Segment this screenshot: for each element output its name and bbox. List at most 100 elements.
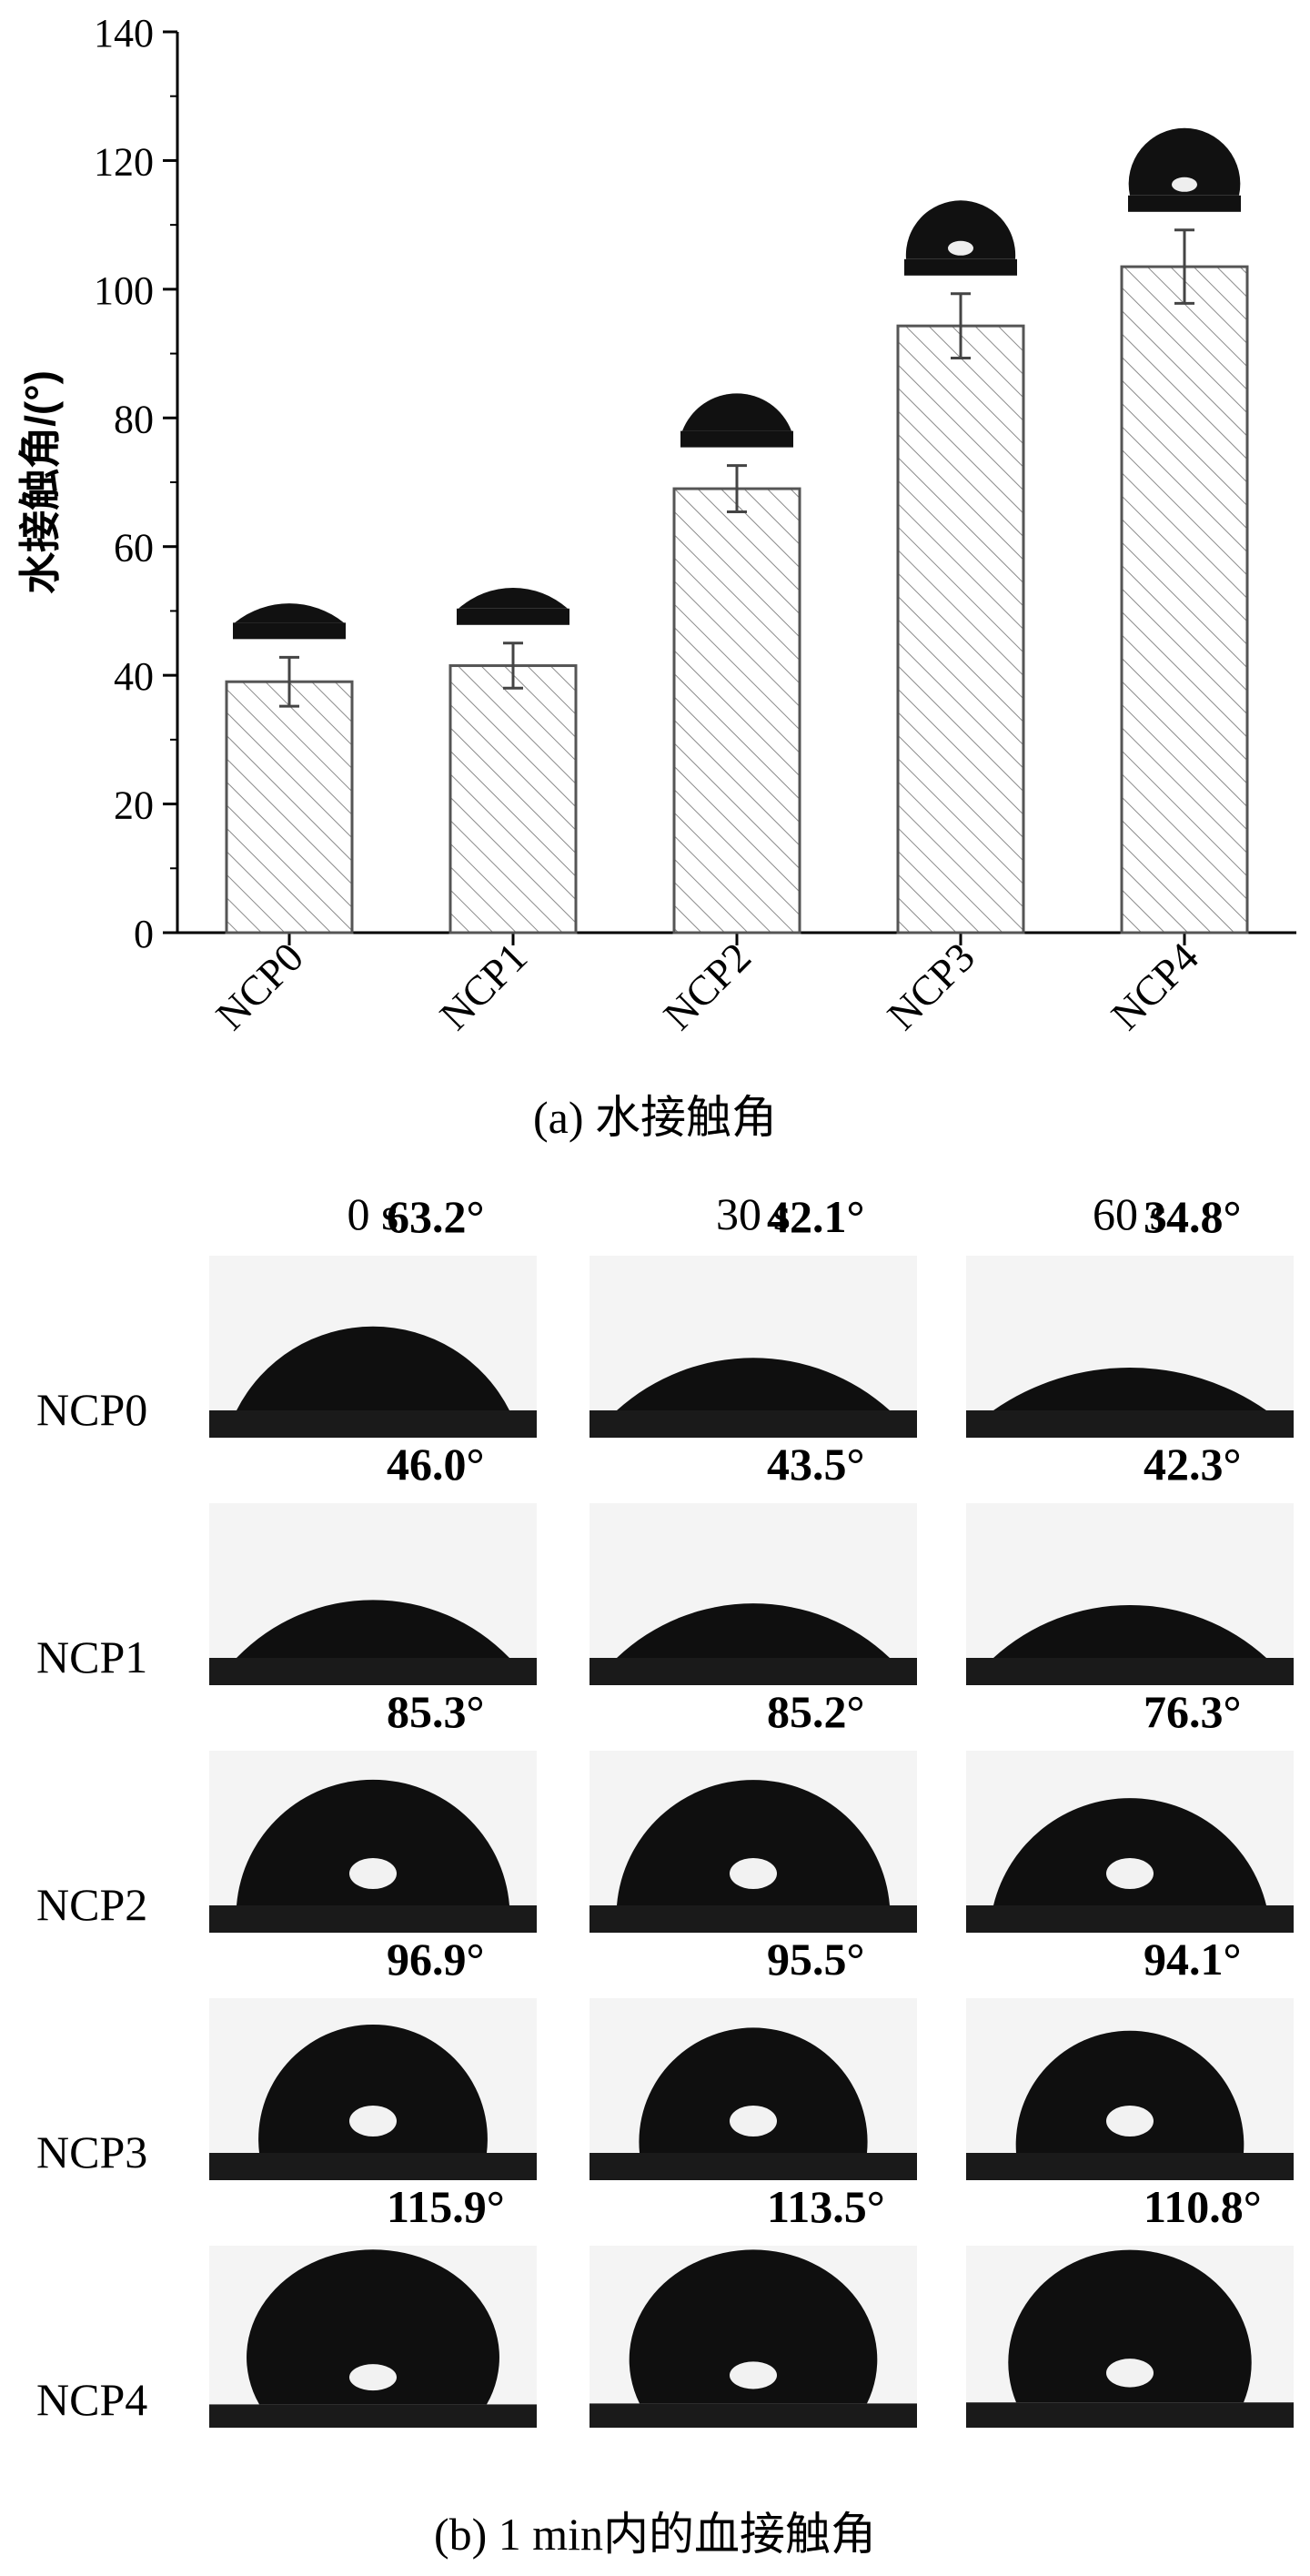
blood-droplet — [237, 1600, 509, 1658]
substrate — [590, 1410, 917, 1438]
droplet-highlight — [349, 2106, 397, 2137]
angle-label-ncp0-0: 63.2° — [387, 1191, 485, 1242]
y-tick-label: 100 — [94, 268, 154, 313]
angle-label-ncp4-0: 115.9° — [387, 2181, 505, 2232]
angle-label-ncp3-2: 94.1° — [1144, 1934, 1242, 1985]
substrate — [904, 258, 1017, 276]
blood-droplet — [617, 1780, 890, 1905]
substrate — [966, 2153, 1294, 2180]
y-tick-label: 120 — [94, 139, 154, 184]
column-header-0: 0 s — [347, 1188, 399, 1239]
droplet-highlight — [349, 1858, 397, 1889]
droplet-highlight — [349, 2364, 397, 2391]
blood-droplet — [993, 1604, 1266, 1658]
substrate — [1128, 195, 1241, 212]
blood-droplet — [629, 2249, 878, 2404]
droplet-highlight — [1172, 177, 1197, 192]
caption-a: (a) 水接触角 — [533, 1092, 777, 1143]
droplet-image-ncp4-1 — [590, 2246, 917, 2428]
y-tick-label: 40 — [114, 654, 154, 699]
droplet-inset-ncp4 — [1128, 127, 1241, 212]
row-label-ncp3: NCP3 — [36, 2126, 148, 2177]
droplet — [682, 393, 791, 431]
droplet-image-ncp0-0 — [209, 1256, 537, 1438]
bar-ncp2 — [672, 487, 801, 934]
droplet-inset-ncp3 — [904, 200, 1017, 276]
row-label-ncp4: NCP4 — [36, 2374, 148, 2425]
bar-ncp4 — [1120, 265, 1249, 934]
droplet-highlight — [730, 2106, 777, 2137]
droplet-inset-ncp0 — [233, 603, 346, 640]
substrate — [209, 1410, 537, 1438]
droplet-image-ncp1-0 — [209, 1503, 537, 1685]
substrate — [680, 430, 793, 448]
angle-label-ncp1-0: 46.0° — [387, 1439, 485, 1490]
angle-label-ncp2-1: 85.2° — [767, 1686, 865, 1737]
bar-ncp1 — [448, 664, 578, 934]
row-label-ncp2: NCP2 — [36, 1879, 148, 1930]
x-tick-label-ncp3: NCP3 — [878, 934, 983, 1039]
substrate — [590, 2153, 917, 2180]
droplet-highlight — [730, 1858, 777, 1889]
angle-label-ncp1-1: 43.5° — [767, 1439, 865, 1490]
bar-ncp0 — [225, 680, 354, 934]
x-tick-label-ncp0: NCP0 — [207, 934, 312, 1039]
droplet-highlight — [948, 240, 973, 256]
substrate — [209, 1658, 537, 1685]
angle-label-ncp4-1: 113.5° — [767, 2181, 885, 2232]
droplet-image-ncp2-0 — [209, 1751, 537, 1933]
blood-droplet — [237, 1779, 509, 1905]
blood-droplet — [247, 2249, 499, 2405]
substrate — [966, 1658, 1294, 1685]
substrate — [966, 2402, 1294, 2428]
droplet — [905, 200, 1016, 259]
droplet-highlight — [730, 2361, 777, 2389]
blood-droplet — [258, 2024, 488, 2153]
angle-label-ncp1-2: 42.3° — [1144, 1439, 1242, 1490]
y-axis-label: 水接触角/(°) — [16, 370, 64, 594]
substrate — [209, 1905, 537, 1933]
droplet-image-ncp0-1 — [590, 1256, 917, 1438]
blood-droplet — [617, 1358, 890, 1410]
droplet-image-ncp4-0 — [209, 2246, 537, 2428]
angle-label-ncp3-0: 96.9° — [387, 1934, 485, 1985]
y-tick-label: 0 — [134, 912, 154, 956]
substrate — [966, 1410, 1294, 1438]
x-tick-label-ncp2: NCP2 — [654, 934, 760, 1039]
substrate — [209, 2404, 537, 2428]
row-label-ncp0: NCP0 — [36, 1384, 148, 1435]
droplet-inset-ncp2 — [680, 393, 793, 448]
caption-b: (b) 1 min内的血接触角 — [433, 2509, 877, 2560]
substrate — [590, 1905, 917, 1933]
x-tick-label-ncp4: NCP4 — [1102, 934, 1207, 1039]
blood-droplet — [617, 1603, 890, 1658]
angle-label-ncp0-2: 34.8° — [1144, 1191, 1242, 1242]
droplet-inset-ncp1 — [457, 588, 569, 625]
blood-droplet — [993, 1798, 1266, 1905]
y-tick-label: 140 — [94, 11, 154, 56]
angle-label-ncp0-1: 42.1° — [767, 1191, 865, 1242]
substrate — [233, 622, 346, 640]
column-header-1: 30 s — [716, 1188, 791, 1239]
column-header-2: 60 s — [1093, 1188, 1167, 1239]
droplet-image-ncp3-0 — [209, 1998, 537, 2180]
angle-label-ncp2-2: 76.3° — [1144, 1686, 1242, 1737]
bar-ncp3 — [896, 324, 1025, 934]
droplet-image-ncp3-1 — [590, 1998, 917, 2180]
y-tick-label: 60 — [114, 526, 154, 571]
droplet-highlight — [1106, 1858, 1154, 1889]
droplet-image-ncp2-2 — [966, 1751, 1294, 1933]
droplet-image-ncp1-2 — [966, 1503, 1294, 1685]
blood-droplet — [993, 1367, 1266, 1410]
droplet-image-ncp3-2 — [966, 1998, 1294, 2180]
blood-droplet — [1008, 2249, 1252, 2403]
droplet — [458, 588, 568, 609]
blood-droplet — [237, 1326, 509, 1410]
blood-contact-angle-panel: 0 s 30 s 60 s NCP0 63.2° 42.1° 34.8° NCP1 — [0, 1165, 1310, 2576]
droplet — [235, 603, 344, 623]
substrate — [590, 2403, 917, 2428]
droplet-image-ncp4-2 — [966, 2246, 1294, 2428]
droplet-image-ncp2-1 — [590, 1751, 917, 1933]
droplet-image-ncp1-1 — [590, 1503, 917, 1685]
water-contact-angle-chart: 0 20 40 60 80 100 120 140 NCP0 NCP1 NCP2 NCP3 NCP4 水… — [16, 11, 1296, 1039]
